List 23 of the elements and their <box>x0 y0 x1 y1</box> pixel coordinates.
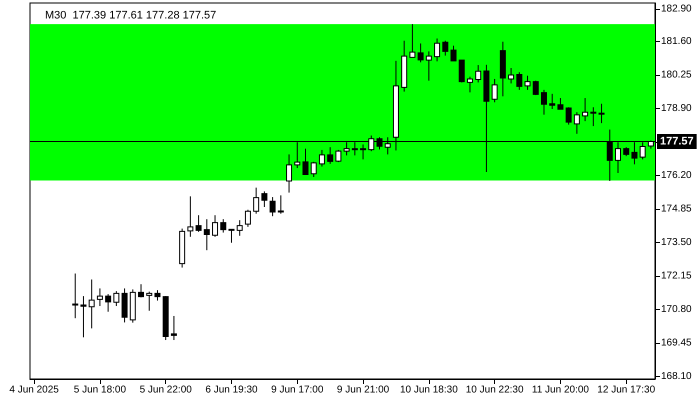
x-tick-label: 4 Jun 2025 <box>9 384 60 396</box>
text: M30 177.39 177.61 177.28 177.57 <box>45 10 216 22</box>
y-tick-label: 180.25 <box>661 69 692 80</box>
ref-line-label: 177.57 <box>660 135 694 148</box>
x-tick-label: 9 Jun 21:00 <box>336 384 390 396</box>
x-tick-label: 9 Jun 17:00 <box>271 384 324 396</box>
x-tick-label: 5 Jun 22:00 <box>140 384 192 396</box>
y-tick-label: 176.20 <box>661 170 692 181</box>
y-tick-label: 172.15 <box>661 270 692 282</box>
y-tick-label: 173.50 <box>661 237 692 248</box>
y-tick-label: 170.80 <box>661 304 692 316</box>
x-tick-label: 10 Jun 18:30 <box>400 384 458 396</box>
y-tick-label: 168.10 <box>661 371 692 382</box>
x-tick-label: 6 Jun 19:30 <box>205 384 258 396</box>
y-tick-label: 174.85 <box>661 203 692 214</box>
x-tick-label: 10 Jun 22:30 <box>466 384 524 396</box>
x-tick-label: 12 Jun 17:30 <box>597 384 656 396</box>
y-tick-label: 178.90 <box>661 102 692 114</box>
y-tick-label: 182.90 <box>661 4 692 15</box>
y-tick-label: 181.60 <box>661 36 692 47</box>
y-tick-label: 169.45 <box>661 338 692 349</box>
x-tick-label: 11 Jun 20:00 <box>532 384 590 396</box>
x-tick-label: 5 Jun 18:00 <box>74 384 126 396</box>
